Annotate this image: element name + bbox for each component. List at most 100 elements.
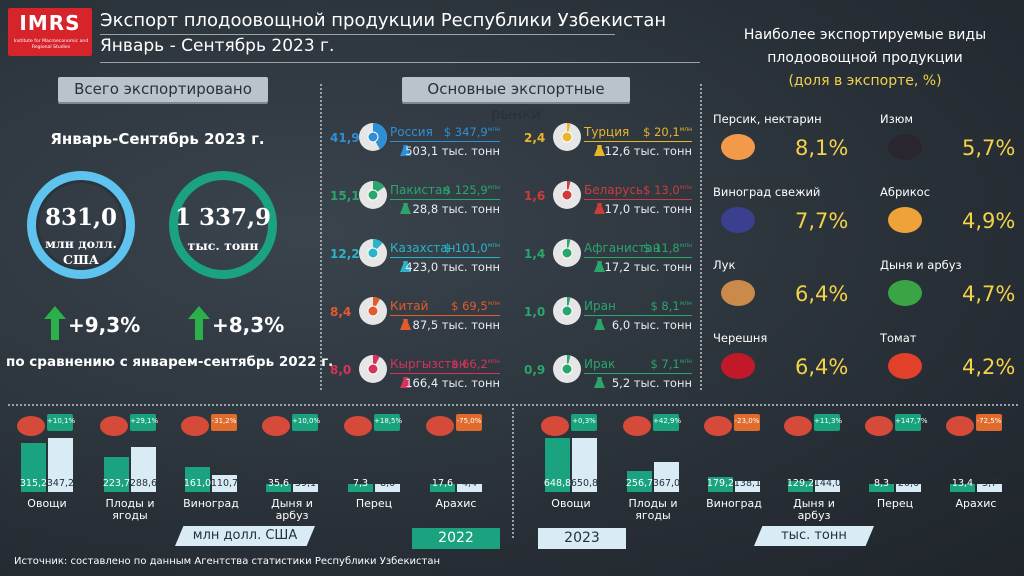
market-name: Афганистан <box>584 241 661 255</box>
market-name: Россия <box>390 125 433 139</box>
watermelon-icon <box>888 280 922 306</box>
market-share-pie-icon <box>359 297 387 325</box>
market-usd-value: $ 11,8 <box>643 241 680 255</box>
product-icon <box>946 416 974 436</box>
peach-icon <box>721 134 755 160</box>
market-usd: $ 347,9млн <box>444 125 500 139</box>
bar-value-label: 110,7 <box>210 478 239 489</box>
chart-bar <box>654 462 679 492</box>
tomato-icon <box>888 353 922 379</box>
product-icon <box>784 416 812 436</box>
market-share-pie-icon <box>553 355 581 383</box>
up-arrow-icon <box>44 306 66 340</box>
change-badge: +0,3% <box>571 414 597 431</box>
page-title: Экспорт плодоовощной продукции Республик… <box>100 10 667 31</box>
growth-tons: +8,3% <box>212 313 285 337</box>
market-share-pie-icon <box>553 239 581 267</box>
bar-value-label: 13,4 <box>951 478 974 489</box>
divider <box>320 84 322 390</box>
products-heading-1: Наиболее экспортируемые виды <box>743 27 987 43</box>
market-name: Китай <box>390 299 429 313</box>
bar-value-label: 35,6 <box>267 478 290 489</box>
weight-icon <box>400 319 411 330</box>
product-icon <box>426 416 454 436</box>
bar-value-label: 4,4 <box>461 478 478 489</box>
market-share-pie-icon <box>359 181 387 209</box>
chart-bar <box>375 484 400 492</box>
legend-2022: 2022 <box>412 528 500 549</box>
bar-value-label: 8,3 <box>873 478 890 489</box>
chart-bar <box>457 484 482 492</box>
weight-icon <box>400 377 411 388</box>
market-underline <box>390 199 500 200</box>
products-heading-3: (доля в экспорте, %) <box>788 73 942 89</box>
change-badge: +147,7% <box>895 414 928 431</box>
category-label: Дыня и арбуз <box>271 497 313 522</box>
market-share: 12,2 <box>330 247 360 261</box>
market-usd-unit: млн <box>487 300 500 308</box>
bar-value-label: 347,2 <box>46 478 75 489</box>
product-share: 8,1% <box>795 136 849 160</box>
market-usd-unit: млн <box>487 126 500 134</box>
category-label: Перец <box>355 497 393 510</box>
total-usd-unit-1: млн долл. <box>45 236 117 251</box>
market-share-pie-icon <box>359 355 387 383</box>
market-usd-value: $ 125,9 <box>443 183 488 197</box>
bar-value-label: 129,2 <box>786 478 815 489</box>
chart-bar <box>266 484 291 492</box>
bar-value-label: 288,6 <box>129 478 158 489</box>
change-badge: +42,9% <box>653 414 681 431</box>
product-icon <box>181 416 209 436</box>
product-name: Абрикос <box>880 185 931 199</box>
market-name: Ирак <box>584 357 616 371</box>
product-name: Лук <box>713 258 736 272</box>
product-icon <box>17 416 45 436</box>
weight-icon <box>594 261 605 272</box>
product-share: 4,9% <box>962 209 1016 233</box>
category-label: Дыня и арбуз <box>793 497 835 522</box>
market-usd-value: $ 13,0 <box>643 183 680 197</box>
products-heading-2: плодоовощной продукции <box>767 50 963 66</box>
change-badge: +10,1% <box>47 414 75 431</box>
market-tons: 503,1 тыс. тонн <box>405 144 500 158</box>
chart-bar <box>708 477 733 492</box>
weight-icon <box>400 203 411 214</box>
market-share-pie-icon <box>553 123 581 151</box>
change-badge: -75,0% <box>456 414 482 431</box>
bar-value-label: 7,3 <box>352 478 369 489</box>
market-usd: $ 7,1млн <box>650 357 692 371</box>
chart-bar <box>977 484 1002 492</box>
growth-usd: +9,3% <box>68 313 141 337</box>
change-badge: -72,5% <box>976 414 1002 431</box>
market-share: 8,0 <box>330 363 352 377</box>
chart-bar <box>104 457 129 492</box>
chart-bar <box>293 484 318 492</box>
tons-ring <box>169 171 277 279</box>
market-usd-unit: млн <box>487 358 500 366</box>
product-icon <box>100 416 128 436</box>
market-tons: 17,0 тыс. тонн <box>604 202 692 216</box>
market-usd: $ 101,0млн <box>444 241 500 255</box>
market-share-pie-icon <box>359 239 387 267</box>
market-name: Пакистан <box>390 183 451 197</box>
chart-bar <box>131 447 156 492</box>
market-share: 2,4 <box>524 131 546 145</box>
market-usd-unit: млн <box>679 126 692 134</box>
bar-value-label: 3,7 <box>981 478 998 489</box>
market-usd-unit: млн <box>679 300 692 308</box>
category-label: Плоды и ягоды <box>628 497 678 522</box>
market-underline <box>584 199 692 200</box>
weight-icon <box>594 319 605 330</box>
change-badge: +18,5% <box>374 414 402 431</box>
category-label: Перец <box>876 497 914 510</box>
change-badge: -23,0% <box>734 414 760 431</box>
bar-value-label: 8,6 <box>379 478 396 489</box>
chart-bar <box>869 484 894 492</box>
product-icon <box>541 416 569 436</box>
legend-usd: млн долл. США <box>175 526 315 546</box>
weight-icon <box>594 203 605 214</box>
bar-value-label: 39,1 <box>294 478 317 489</box>
market-usd: $ 66,2млн <box>451 357 500 371</box>
onion-icon <box>721 280 755 306</box>
category-label: Виноград <box>706 497 762 510</box>
